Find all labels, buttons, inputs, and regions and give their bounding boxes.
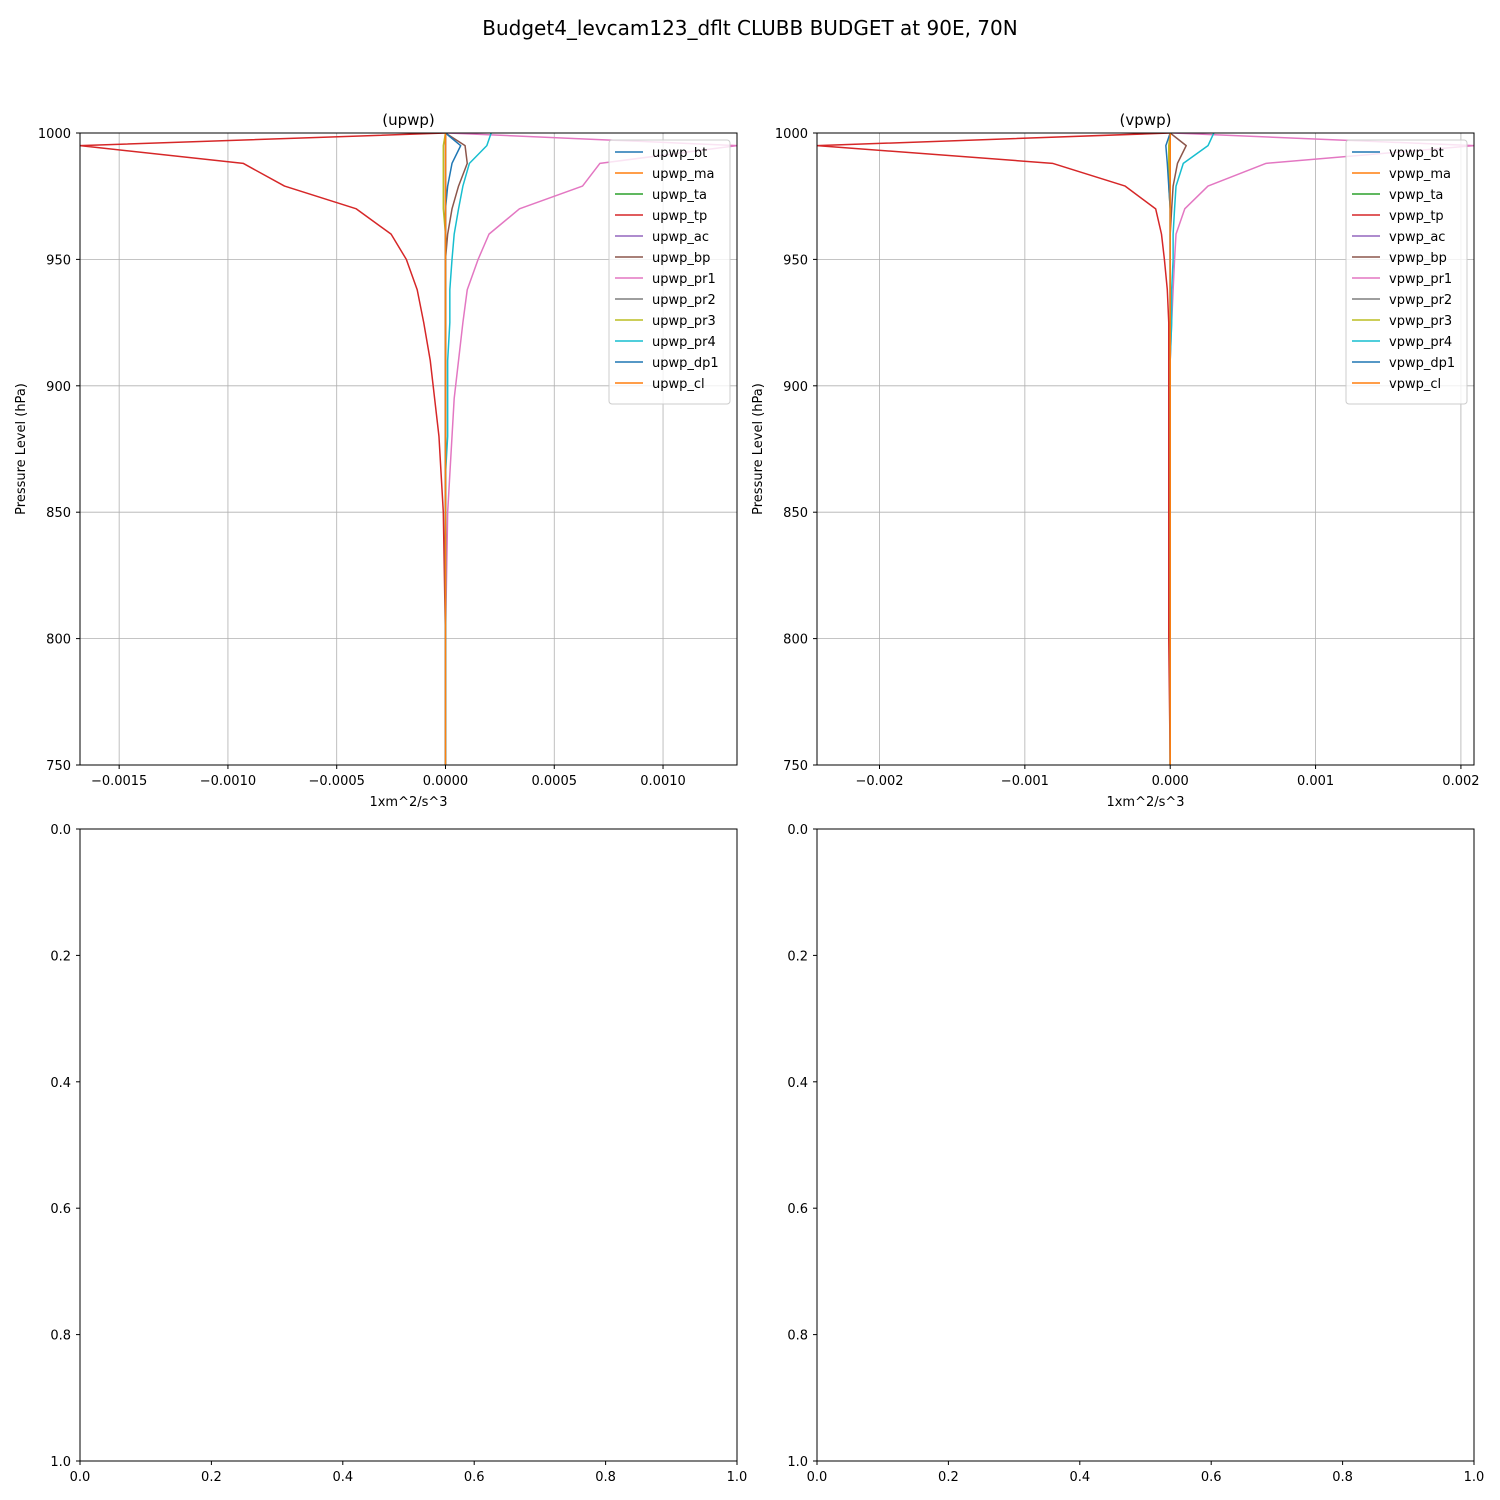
plot-area	[817, 829, 1474, 1461]
legend-label: upwp_ac	[652, 230, 709, 245]
y-tick-label: 0.2	[787, 949, 808, 964]
x-tick-label: −0.001	[1001, 774, 1049, 789]
legend-label: upwp_bp	[652, 251, 710, 266]
subplot-4: 0.0 0.2 0.4 0.6 0.8 1.00.00.20.40.60.81.0	[787, 823, 1484, 1485]
y-tick-label: 1.0	[787, 1455, 808, 1470]
x-tick-label: 0.8	[1332, 1470, 1353, 1485]
legend-label: vpwp_bt	[1389, 146, 1444, 161]
x-tick-label: 0.4	[1069, 1470, 1090, 1485]
legend-label: upwp_pr2	[652, 293, 716, 308]
subplot-2: −0.002 −0.001 0.000 0.001 0.002 750 800 850 900 9…	[751, 111, 1480, 810]
legend-label: vpwp_pr4	[1389, 335, 1452, 350]
axes-frame	[79, 132, 738, 766]
y-tick-label: 900	[783, 380, 808, 395]
legend-label: upwp_dp1	[652, 356, 719, 371]
x-tick-label: 0.6	[464, 1470, 485, 1485]
x-tick-label: 0.0010	[640, 774, 686, 789]
plot-area	[80, 829, 737, 1461]
x-tick-label: −0.002	[855, 774, 903, 789]
y-tick-label: 900	[46, 380, 71, 395]
legend-label: vpwp_tp	[1389, 209, 1444, 224]
subplot-3: 0.0 0.2 0.4 0.6 0.8 1.00.00.20.40.60.81.0	[50, 823, 747, 1485]
x-tick-label: 0.001	[1297, 774, 1334, 789]
x-tick-label: −0.0005	[309, 774, 365, 789]
subplot-1: −0.0015 −0.0010 −0.0005 0.0000 0.0005 0.0010 7…	[14, 111, 738, 810]
legend-label: upwp_pr1	[652, 272, 716, 287]
legend-label: vpwp_ta	[1389, 188, 1443, 203]
subplot-title: (upwp)	[382, 111, 435, 129]
y-tick-label: 1000	[775, 127, 808, 142]
legend-label: upwp_bt	[652, 146, 707, 161]
y-tick-label: 0.4	[787, 1076, 808, 1091]
y-tick-label: 850	[46, 506, 71, 521]
y-tick-label: 0.2	[50, 949, 71, 964]
x-tick-label: 0.0005	[532, 774, 578, 789]
series-line-upwp_pr1	[444, 133, 737, 765]
y-tick-label: 1000	[38, 127, 71, 142]
legend-label: vpwp_ma	[1389, 167, 1451, 182]
x-tick-label: 0.0	[807, 1470, 828, 1485]
y-tick-label: 750	[46, 759, 71, 774]
y-tick-label: 850	[783, 506, 808, 521]
y-tick-label: 0.6	[50, 1202, 71, 1217]
y-tick-label: 0.0	[787, 823, 808, 838]
x-tick-label: −0.0010	[200, 774, 256, 789]
x-tick-label: 1.0	[1464, 1470, 1485, 1485]
x-axis-label: 1xm^2/s^3	[369, 795, 447, 810]
x-tick-label: 0.2	[201, 1470, 222, 1485]
x-tick-label: 0.6	[1201, 1470, 1222, 1485]
x-tick-label: 0.002	[1442, 774, 1479, 789]
y-tick-label: 0.8	[50, 1329, 71, 1344]
legend-label: upwp_pr3	[652, 314, 716, 329]
x-tick-label: 0.8	[595, 1470, 616, 1485]
series-group	[817, 133, 1474, 765]
x-tick-label: 0.2	[938, 1470, 959, 1485]
legend-label: upwp_tp	[652, 209, 707, 224]
axes-frame	[79, 828, 738, 1462]
x-tick-label: −0.0015	[91, 774, 147, 789]
axes-frame	[816, 828, 1475, 1462]
y-tick-label: 1.0	[50, 1455, 71, 1470]
legend-box	[608, 139, 731, 405]
legend-label: vpwp_dp1	[1389, 356, 1455, 371]
legend: upwp_bt upwp_ma upwp_ta upwp_tp upwp_ac upwp_…	[608, 139, 731, 405]
legend-label: upwp_pr4	[652, 335, 716, 350]
legend-label: vpwp_pr2	[1389, 293, 1452, 308]
legend-label: vpwp_ac	[1389, 230, 1445, 245]
legend: vpwp_bt vpwp_ma vpwp_ta vpwp_tp vpwp_ac vpwp_…	[1345, 139, 1468, 405]
legend-label: vpwp_pr1	[1389, 272, 1452, 287]
x-axis-label: 1xm^2/s^3	[1106, 795, 1184, 810]
x-tick-label: 1.0	[727, 1470, 748, 1485]
y-tick-label: 750	[783, 759, 808, 774]
y-tick-label: 0.4	[50, 1076, 71, 1091]
legend-label: vpwp_cl	[1389, 377, 1441, 392]
series-line-upwp_tp	[80, 133, 447, 765]
legend-label: upwp_ta	[652, 188, 707, 203]
y-tick-label: 950	[783, 253, 808, 268]
y-tick-label: 0.0	[50, 823, 71, 838]
y-tick-label: 800	[46, 633, 71, 648]
series-line-vpwp_tp	[817, 133, 1171, 765]
legend-label: upwp_ma	[652, 167, 715, 182]
y-tick-label: 800	[783, 633, 808, 648]
x-tick-label: 0.0000	[423, 774, 469, 789]
axes-frame	[816, 132, 1475, 766]
legend-label: upwp_cl	[652, 377, 705, 392]
x-tick-label: 0.4	[332, 1470, 353, 1485]
x-tick-label: 0.0	[70, 1470, 91, 1485]
y-tick-label: 950	[46, 253, 71, 268]
series-group	[80, 133, 737, 765]
y-axis-label: Pressure Level (hPa)	[751, 383, 766, 515]
legend-label: vpwp_pr3	[1389, 314, 1452, 329]
figure-title: Budget4_levcam123_dflt CLUBB BUDGET at 9…	[482, 16, 1018, 40]
y-tick-label: 0.6	[787, 1202, 808, 1217]
subplot-title: (vpwp)	[1120, 111, 1172, 129]
legend-label: vpwp_bp	[1389, 251, 1447, 266]
x-tick-label: 0.000	[1152, 774, 1189, 789]
y-axis-label: Pressure Level (hPa)	[14, 383, 29, 515]
y-tick-label: 0.8	[787, 1329, 808, 1344]
legend-box	[1345, 139, 1468, 405]
